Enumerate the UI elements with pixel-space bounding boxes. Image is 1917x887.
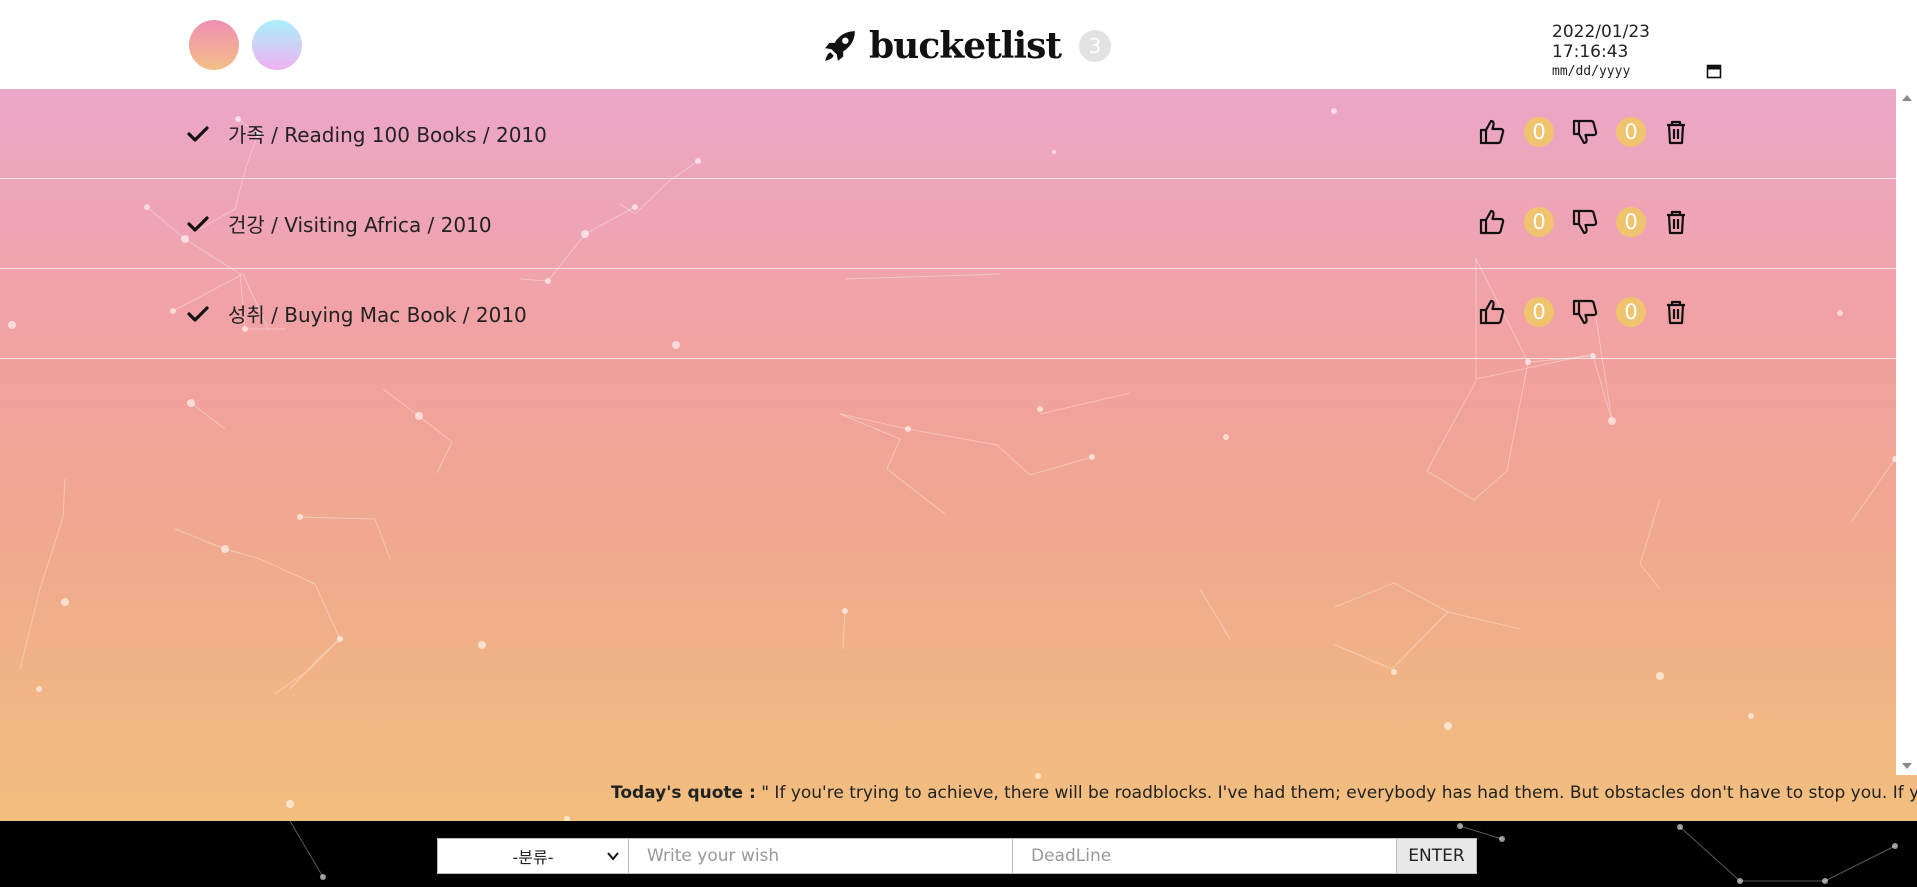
chevron-down-icon bbox=[607, 852, 619, 861]
add-wish-form: -분류- Write your wish DeadLine ENTER bbox=[437, 838, 1477, 874]
particle-network bbox=[8, 108, 1898, 821]
particle-network-footer bbox=[289, 821, 1898, 884]
category-select[interactable]: -분류- bbox=[437, 838, 629, 874]
current-datetime: 2022/01/23 17:16:43 bbox=[1552, 22, 1650, 62]
app-title: bucketlist bbox=[869, 25, 1062, 67]
scroll-down-icon[interactable] bbox=[1902, 763, 1912, 769]
trash-icon[interactable] bbox=[1662, 208, 1690, 236]
trash-icon[interactable] bbox=[1662, 298, 1690, 326]
bucket-list: 가족 / Reading 100 Books / 2010 0 0 건강 / V… bbox=[0, 89, 1896, 359]
scroll-up-icon[interactable] bbox=[1902, 95, 1912, 101]
header: bucketlist 3 2022/01/23 17:16:43 mm/dd/y… bbox=[0, 0, 1917, 89]
today-quote: Today's quote : " If you're trying to ac… bbox=[611, 783, 1917, 803]
list-item: 성취 / Buying Mac Book / 2010 0 0 bbox=[0, 269, 1896, 359]
item-text: 가족 / Reading 100 Books / 2010 bbox=[228, 123, 547, 147]
date-placeholder: mm/dd/yyyy bbox=[1552, 63, 1631, 79]
check-icon[interactable] bbox=[186, 212, 210, 236]
item-text: 건강 / Visiting Africa / 2010 bbox=[228, 213, 492, 237]
dislike-count: 0 bbox=[1616, 117, 1646, 147]
check-icon[interactable] bbox=[186, 122, 210, 146]
item-actions: 0 0 bbox=[1478, 207, 1690, 237]
deadline-input[interactable]: DeadLine bbox=[1013, 838, 1397, 874]
quote-label: Today's quote : bbox=[611, 783, 756, 803]
item-actions: 0 0 bbox=[1478, 117, 1690, 147]
category-selected: -분류- bbox=[512, 848, 554, 867]
enter-button[interactable]: ENTER bbox=[1397, 838, 1477, 874]
dislike-count: 0 bbox=[1616, 207, 1646, 237]
calendar-icon[interactable] bbox=[1706, 63, 1722, 79]
content-background bbox=[0, 89, 1917, 821]
scrollbar[interactable] bbox=[1896, 89, 1917, 775]
thumbs-up-icon[interactable] bbox=[1478, 208, 1506, 236]
thumbs-down-icon[interactable] bbox=[1571, 298, 1599, 326]
like-count: 0 bbox=[1524, 297, 1554, 327]
like-count: 0 bbox=[1524, 207, 1554, 237]
date-area: 2022/01/23 17:16:43 mm/dd/yyyy bbox=[1552, 22, 1722, 79]
dislike-count: 0 bbox=[1616, 297, 1646, 327]
list-item: 건강 / Visiting Africa / 2010 0 0 bbox=[0, 179, 1896, 269]
date-input[interactable]: mm/dd/yyyy bbox=[1552, 63, 1722, 79]
trash-icon[interactable] bbox=[1662, 118, 1690, 146]
rocket-icon bbox=[825, 31, 855, 61]
thumbs-up-icon[interactable] bbox=[1478, 118, 1506, 146]
theme-swatch-cyan[interactable] bbox=[252, 20, 302, 70]
item-actions: 0 0 bbox=[1478, 297, 1690, 327]
thumbs-down-icon[interactable] bbox=[1571, 118, 1599, 146]
wish-input[interactable]: Write your wish bbox=[629, 838, 1013, 874]
brand: bucketlist 3 bbox=[823, 24, 1111, 68]
item-count-badge: 3 bbox=[1079, 30, 1111, 62]
theme-swatch-pink[interactable] bbox=[189, 20, 239, 70]
thumbs-down-icon[interactable] bbox=[1571, 208, 1599, 236]
thumbs-up-icon[interactable] bbox=[1478, 298, 1506, 326]
check-icon[interactable] bbox=[186, 302, 210, 326]
list-item: 가족 / Reading 100 Books / 2010 0 0 bbox=[0, 89, 1896, 179]
item-text: 성취 / Buying Mac Book / 2010 bbox=[228, 303, 527, 327]
like-count: 0 bbox=[1524, 117, 1554, 147]
footer-bar: -분류- Write your wish DeadLine ENTER bbox=[0, 821, 1917, 887]
quote-text: " If you're trying to achieve, there wil… bbox=[755, 783, 1917, 803]
